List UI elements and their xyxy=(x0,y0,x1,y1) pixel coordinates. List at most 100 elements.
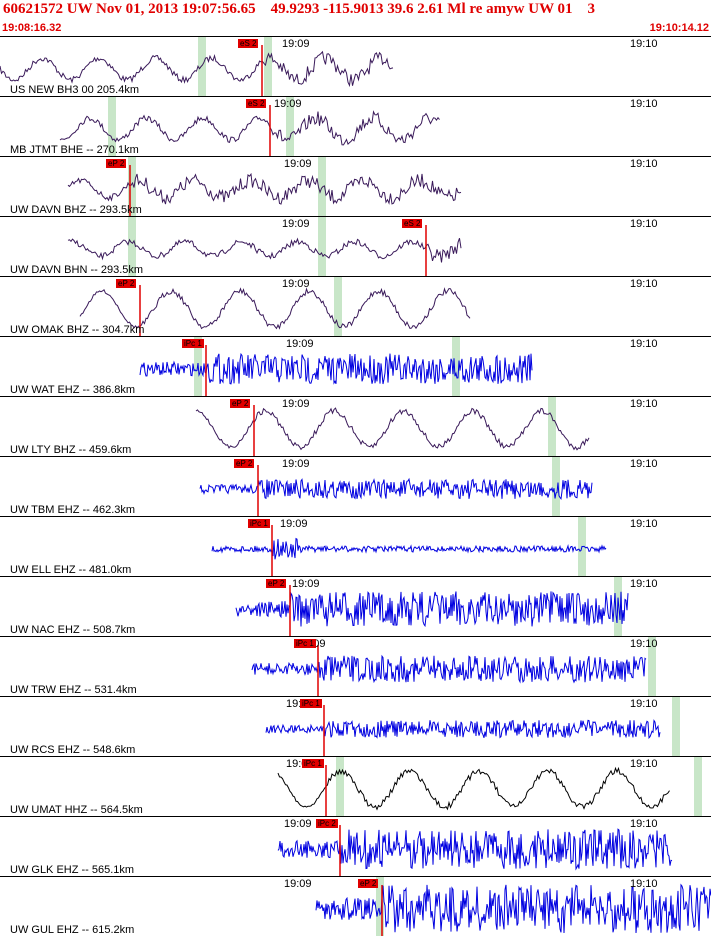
time-tick-label: 19:09 xyxy=(282,278,310,290)
analysis-window xyxy=(548,397,556,456)
plot-header: 60621572 UW Nov 01, 2013 19:07:56.65 49.… xyxy=(0,0,711,36)
station-label: UW TRW EHZ -- 531.4km xyxy=(10,684,137,696)
trace-panel[interactable]: 19:09 19:10 eP 2 UW GUL EHZ -- 615.2km xyxy=(0,876,711,936)
waveform-plot xyxy=(67,217,462,276)
trace-panel[interactable]: 19:09 19:10 eS 2 US NEW BH3 00 205.4km xyxy=(0,36,711,96)
waveform-plot xyxy=(139,337,533,396)
waveform-trace xyxy=(315,883,711,934)
waveform-plot xyxy=(235,577,629,636)
trace-panel[interactable]: 19:09 19:10 iPc 1 UW UMAT HHZ -- 564.5km xyxy=(0,756,711,816)
time-tick-label: 19:09 xyxy=(282,38,310,50)
analysis-window xyxy=(672,697,680,756)
time-tick-label: 19:09 xyxy=(286,338,314,350)
waveform-trace xyxy=(67,237,462,263)
phase-pick-label[interactable]: iPc 1 xyxy=(294,639,316,648)
waveform-plot xyxy=(315,877,711,936)
end-time: 19:10:14.12 xyxy=(649,22,709,34)
station-label: UW RCS EHZ -- 548.6km xyxy=(10,744,136,756)
waveform-trace xyxy=(211,537,607,560)
waveform-trace xyxy=(79,287,471,330)
waveform-trace xyxy=(251,654,647,684)
waveform-plot xyxy=(277,825,673,876)
phase-pick-label[interactable]: eS 2 xyxy=(402,219,423,228)
time-tick-label: 19:10 xyxy=(630,638,658,650)
waveform-plot xyxy=(79,277,471,336)
station-label: UW LTY BHZ -- 459.6km xyxy=(10,444,132,456)
time-tick-label: 19:09 xyxy=(292,578,320,590)
trace-panel[interactable]: 19:09 19:10 iPc 1 UW WAT EHZ -- 386.8km xyxy=(0,336,711,396)
phase-pick-label[interactable]: eP 2 xyxy=(358,879,379,888)
waveform-trace xyxy=(265,719,661,740)
time-tick-label: 19:10 xyxy=(630,398,658,410)
trace-panel[interactable]: 19:09 19:10 eP 2 UW TBM EHZ -- 462.3km xyxy=(0,456,711,516)
station-label: UW GLK EHZ -- 565.1km xyxy=(10,864,135,876)
event-title: 60621572 UW Nov 01, 2013 19:07:56.65 49.… xyxy=(3,1,596,17)
analysis-window xyxy=(694,757,702,816)
analysis-window xyxy=(128,157,136,216)
time-tick-label: 19:10 xyxy=(630,338,658,350)
time-tick-label: 19:10 xyxy=(630,38,658,50)
phase-pick-label[interactable]: iPc 2 xyxy=(316,819,338,828)
waveform-plot xyxy=(277,757,702,816)
start-time: 19:08:16.32 xyxy=(2,22,62,34)
phase-pick-label[interactable]: eS 2 xyxy=(246,99,267,108)
trace-panel[interactable]: 19:09 19:10 eP 2 UW NAC EHZ -- 508.7km xyxy=(0,576,711,636)
time-tick-label: 19:09 xyxy=(280,518,308,530)
phase-pick-label[interactable]: eP 2 xyxy=(106,159,127,168)
station-label: US NEW BH3 00 205.4km xyxy=(10,84,139,96)
time-tick-label: 19:10 xyxy=(630,878,658,890)
phase-pick-label[interactable]: eP 2 xyxy=(266,579,287,588)
station-label: UW DAVN BHN -- 293.5km xyxy=(10,264,144,276)
trace-panel[interactable]: 19:09 19:10 eS 2 MB JTMT BHE -- 270.1km xyxy=(0,96,711,156)
phase-pick-label[interactable]: eS 2 xyxy=(238,39,259,48)
time-tick-label: 19:09 xyxy=(282,218,310,230)
station-label: MB JTMT BHE -- 270.1km xyxy=(10,144,139,156)
phase-pick-label[interactable]: iPc 1 xyxy=(182,339,204,348)
trace-panel[interactable]: 19:09 19:10 eP 2 UW DAVN BHZ -- 293.5km xyxy=(0,156,711,216)
time-tick-label: 19:10 xyxy=(630,218,658,230)
trace-panel[interactable]: 19:09 19:10 eP 2 UW LTY BHZ -- 459.6km xyxy=(0,396,711,456)
station-label: UW ELL EHZ -- 481.0km xyxy=(10,564,132,576)
analysis-window xyxy=(318,157,326,216)
waveform-trace xyxy=(235,591,629,628)
waveform-trace xyxy=(277,828,673,871)
waveform-plot xyxy=(211,517,607,576)
waveform-plot xyxy=(195,397,590,456)
waveform-trace xyxy=(277,766,670,811)
time-tick-label: 19:09 xyxy=(282,398,310,410)
time-tick-label: 19:09 xyxy=(284,878,312,890)
trace-panel[interactable]: 19:09 19:10 eP 2 UW OMAK BHZ -- 304.7km xyxy=(0,276,711,336)
waveform-trace xyxy=(67,172,462,205)
phase-pick-label[interactable]: eP 2 xyxy=(116,279,137,288)
station-label: UW OMAK BHZ -- 304.7km xyxy=(10,324,145,336)
time-tick-label: 19:09 xyxy=(282,458,310,470)
time-tick-label: 19:10 xyxy=(630,518,658,530)
time-tick-label: 19:10 xyxy=(630,458,658,470)
waveform-trace xyxy=(195,407,590,451)
station-label: UW GUL EHZ -- 615.2km xyxy=(10,924,135,936)
analysis-window xyxy=(334,277,342,336)
time-tick-label: 19:10 xyxy=(630,818,658,830)
analysis-window xyxy=(336,757,344,816)
waveform-plot xyxy=(67,157,462,216)
trace-panel[interactable]: 19:09 19:10 iPc 1 UW ELL EHZ -- 481.0km xyxy=(0,516,711,576)
phase-pick-label[interactable]: iPc 1 xyxy=(302,759,324,768)
trace-panel[interactable]: 19:09 19:10 eS 2 UW DAVN BHN -- 293.5km xyxy=(0,216,711,276)
waveform-plot xyxy=(251,637,656,696)
time-tick-label: 19:09 xyxy=(274,98,302,110)
time-tick-label: 19:10 xyxy=(630,758,658,770)
time-tick-label: 19:10 xyxy=(630,278,658,290)
waveform-plot xyxy=(199,457,593,516)
analysis-window xyxy=(128,217,136,276)
analysis-window xyxy=(452,337,460,396)
phase-pick-label[interactable]: eP 2 xyxy=(230,399,251,408)
time-tick-label: 19:09 xyxy=(284,818,312,830)
waveform-trace xyxy=(199,477,593,501)
phase-pick-label[interactable]: iPc 1 xyxy=(300,699,322,708)
phase-pick-label[interactable]: eP 2 xyxy=(234,459,255,468)
waveform-plot xyxy=(0,37,394,96)
phase-pick-label[interactable]: iPc 1 xyxy=(248,519,270,528)
trace-panel[interactable]: 19:09 19:10 iPc 2 UW GLK EHZ -- 565.1km xyxy=(0,816,711,876)
